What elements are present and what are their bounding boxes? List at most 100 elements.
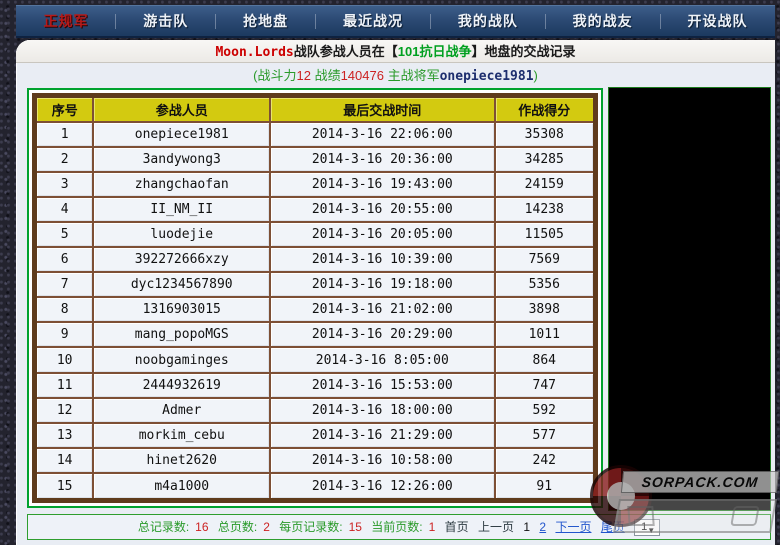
nav-divider xyxy=(659,13,661,29)
player-link[interactable]: morkim_cebu xyxy=(92,421,272,449)
table-row: 6 392272666xzy 2014-3-16 10:39:00 7569 xyxy=(33,246,597,274)
player-link[interactable]: 3andywong3 xyxy=(92,145,272,173)
page-select-value: 1 xyxy=(641,521,648,534)
per-page-label: 每页记录数: xyxy=(279,520,343,534)
nav-item-my-comrades[interactable]: 我的战友 xyxy=(572,13,633,29)
total-pages-value: 2 xyxy=(263,520,270,534)
player-link[interactable]: luodejie xyxy=(92,220,272,249)
battle-score: 7569 xyxy=(493,246,597,274)
table-row: 3 zhangchaofan 2014-3-16 19:43:00 24159 xyxy=(33,170,597,198)
row-number: 10 xyxy=(33,346,95,374)
table-row: 12 Admer 2014-3-16 18:00:00 592 xyxy=(33,396,597,424)
row-number: 8 xyxy=(33,296,95,324)
side-black-panel xyxy=(608,87,771,511)
general-name: onepiece1981 xyxy=(439,69,534,84)
battle-time: 2014-3-16 18:00:00 xyxy=(269,396,496,424)
per-page-value: 15 xyxy=(348,520,362,534)
total-pages-label: 总页数: xyxy=(217,520,258,534)
player-link[interactable]: onepiece1981 xyxy=(92,120,272,148)
player-link[interactable]: Admer xyxy=(92,396,272,424)
nav-divider xyxy=(429,13,431,29)
nav-item-create-team[interactable]: 开设战队 xyxy=(687,13,748,29)
table-row: 14 hinet2620 2014-3-16 10:58:00 242 xyxy=(33,446,597,475)
row-number: 9 xyxy=(33,321,95,349)
player-link[interactable]: zhangchaofan xyxy=(92,170,272,198)
battle-score: 577 xyxy=(493,421,597,449)
battle-table-body: 1 onepiece1981 2014-3-16 22:06:00 35308 2 3an… xyxy=(33,120,597,502)
main-panel: Moon.Lords战队参战人员在【101抗日战争】地盘的交战记录 (战斗力12… xyxy=(16,40,775,545)
header-last-battle-time: 最后交战时间 xyxy=(269,94,496,123)
battle-score: 1011 xyxy=(493,321,597,349)
power-value: 12 xyxy=(296,68,311,83)
row-number: 14 xyxy=(33,446,95,475)
nav-divider xyxy=(544,13,546,29)
battle-records-table: 序号 参战人员 最后交战时间 作战得分 1 onepiece1981 2014-3-… xyxy=(32,93,598,503)
battle-time: 2014-3-16 21:29:00 xyxy=(269,421,496,449)
top-nav: 正规军 游击队 抢地盘 最近战况 我的战队 我的战友 开设战队 xyxy=(16,5,775,38)
header-player: 参战人员 xyxy=(92,94,272,123)
total-records-label: 总记录数: xyxy=(137,520,190,534)
nav-item-my-team[interactable]: 我的战队 xyxy=(457,13,518,29)
nav-item-regular-army[interactable]: 正规军 xyxy=(43,13,89,29)
battle-score: 91 xyxy=(493,472,597,502)
page-1-current: 1 xyxy=(523,520,531,534)
next-page-link[interactable]: 下一页 xyxy=(555,520,592,534)
battle-time: 2014-3-16 15:53:00 xyxy=(269,371,496,399)
header-score: 作战得分 xyxy=(493,94,597,123)
last-page-link[interactable]: 尾页 xyxy=(600,520,625,534)
nav-divider xyxy=(115,13,117,29)
battle-time: 2014-3-16 21:02:00 xyxy=(269,296,496,324)
battle-time: 2014-3-16 12:26:00 xyxy=(269,472,496,502)
first-page-link[interactable]: 首页 xyxy=(444,520,469,534)
table-row: 5 luodejie 2014-3-16 20:05:00 11505 xyxy=(33,220,597,249)
page-select-dropdown[interactable]: 1 ▼ xyxy=(634,519,661,537)
battle-time: 2014-3-16 10:58:00 xyxy=(269,446,496,475)
battle-score: 35308 xyxy=(493,120,597,148)
table-row: 1 onepiece1981 2014-3-16 22:06:00 35308 xyxy=(33,120,597,148)
page-title: Moon.Lords战队参战人员在【101抗日战争】地盘的交战记录 xyxy=(16,40,775,63)
prev-page-link[interactable]: 上一页 xyxy=(478,520,515,534)
table-header-row: 序号 参战人员 最后交战时间 作战得分 xyxy=(33,94,597,123)
player-link[interactable]: 2444932619 xyxy=(92,371,272,399)
nav-item-recent-battles[interactable]: 最近战况 xyxy=(342,13,403,29)
table-row: 10 noobgaminges 2014-3-16 8:05:00 864 xyxy=(33,346,597,374)
battle-time: 2014-3-16 19:18:00 xyxy=(269,271,496,299)
nav-item-guerrilla[interactable]: 游击队 xyxy=(143,13,189,29)
player-link[interactable]: m4a1000 xyxy=(92,472,272,502)
stats-close-paren: ) xyxy=(533,68,538,83)
current-page-value: 1 xyxy=(428,520,436,534)
general-label: 主战将军 xyxy=(387,68,440,83)
battle-score: 864 xyxy=(493,346,597,374)
player-link[interactable]: II_NM_II xyxy=(92,195,272,223)
battle-time: 2014-3-16 20:55:00 xyxy=(269,195,496,223)
team-name: Moon.Lords xyxy=(215,45,294,60)
battle-score: 11505 xyxy=(493,220,597,249)
battle-score: 24159 xyxy=(493,170,597,198)
chevron-down-icon: ▼ xyxy=(647,526,656,536)
player-link[interactable]: 392272666xzy xyxy=(92,246,272,274)
title-tail: 】地盘的交战记录 xyxy=(471,44,576,59)
record-label: 战绩 xyxy=(314,68,341,83)
header-serial: 序号 xyxy=(33,94,95,123)
player-link[interactable]: mang_popoMGS xyxy=(92,321,272,349)
player-link[interactable]: noobgaminges xyxy=(92,346,272,374)
page-2-link[interactable]: 2 xyxy=(539,520,547,534)
table-row: 8 1316903015 2014-3-16 21:02:00 3898 xyxy=(33,296,597,324)
player-link[interactable]: dyc1234567890 xyxy=(92,271,272,299)
battle-score: 592 xyxy=(493,396,597,424)
row-number: 6 xyxy=(33,246,95,274)
player-link[interactable]: hinet2620 xyxy=(92,446,272,475)
nav-item-grab-territory[interactable]: 抢地盘 xyxy=(243,13,289,29)
player-link[interactable]: 1316903015 xyxy=(92,296,272,324)
row-number: 15 xyxy=(33,472,95,502)
record-value: 140476 xyxy=(340,68,384,83)
battle-time: 2014-3-16 19:43:00 xyxy=(269,170,496,198)
pagination-bar: 总记录数: 16 总页数: 2 每页记录数: 15 当前页数: 1 首页 上一页 1 2… xyxy=(27,514,771,540)
row-number: 4 xyxy=(33,195,95,223)
table-row: 2 3andywong3 2014-3-16 20:36:00 34285 xyxy=(33,145,597,173)
table-row: 11 2444932619 2014-3-16 15:53:00 747 xyxy=(33,371,597,399)
current-page-label: 当前页数: xyxy=(371,520,423,534)
battle-time: 2014-3-16 10:39:00 xyxy=(269,246,496,274)
table-row: 15 m4a1000 2014-3-16 12:26:00 91 xyxy=(33,472,597,502)
nav-divider xyxy=(315,13,317,29)
